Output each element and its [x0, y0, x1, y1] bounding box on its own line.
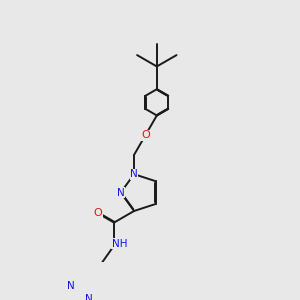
Text: N: N — [130, 169, 138, 179]
Text: N: N — [85, 294, 93, 300]
Text: N: N — [117, 188, 124, 198]
Text: O: O — [141, 130, 150, 140]
Text: N: N — [67, 281, 75, 291]
Text: O: O — [93, 208, 102, 218]
Text: NH: NH — [112, 239, 127, 249]
